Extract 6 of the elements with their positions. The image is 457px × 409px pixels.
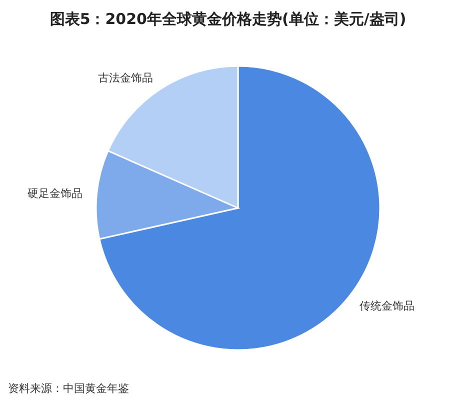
- pie-slice: [98, 65, 381, 350]
- text: 资料来源：中国黄金年鉴: [8, 382, 129, 395]
- chart-title: 图表5：2020年全球黄金价格走势(单位：美元/盎司): [50, 10, 406, 28]
- slice-label: 古法金饰品: [98, 71, 153, 84]
- slice-label: 硬足金饰品: [28, 186, 83, 200]
- slice-label: 传统金饰品: [360, 300, 415, 313]
